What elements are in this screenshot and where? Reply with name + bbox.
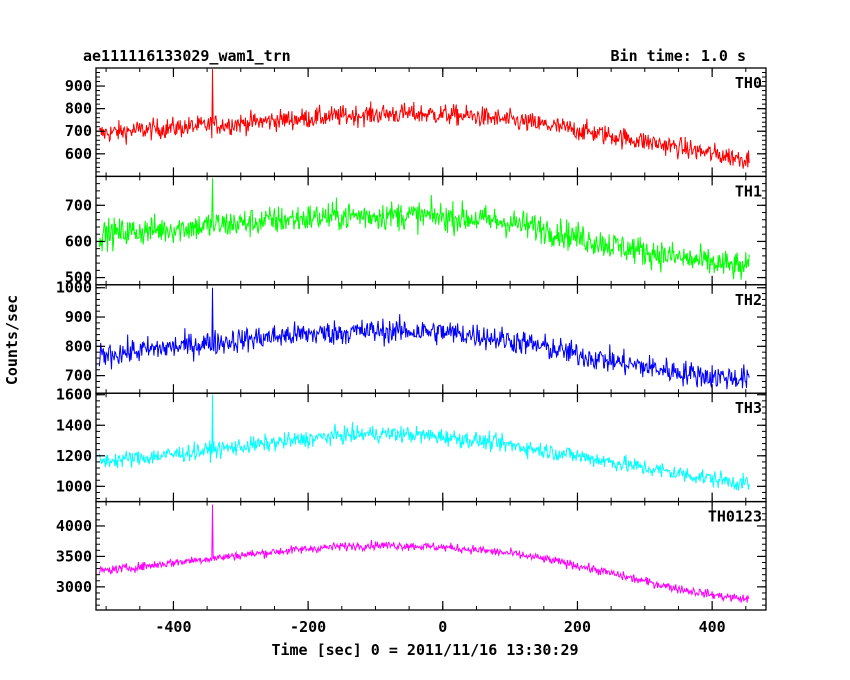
y-tick-label: 3500 [56,547,92,565]
panel-frame [95,392,767,503]
panel-label: TH1 [735,182,762,200]
y-tick-label: 700 [65,122,92,140]
y-tick-label: 4000 [56,517,92,535]
x-tick-label: 0 [438,618,447,636]
y-tick-label: 700 [65,367,92,385]
y-tick-label: 1400 [56,416,92,434]
panel-th0123: 3000 3500 4000 TH0123 [56,500,767,611]
panel-frame [95,500,767,611]
y-tick-label: 800 [65,337,92,355]
trace-th3 [98,394,750,491]
y-tick-label: 500 [65,269,92,287]
bin-time-label: Bin time: 1.0 s [611,47,746,65]
panel-frame [95,67,767,178]
trace-th0123 [98,504,750,603]
y-tick-label: 3000 [56,578,92,596]
x-tick-label: 400 [699,618,726,636]
y-tick-label: 800 [65,100,92,118]
panel-frame [95,284,767,394]
panel-label: TH2 [735,291,762,309]
y-tick-label: 1000 [56,279,92,297]
y-tick-label: 700 [65,196,92,214]
panel-th2: 700 800 900 1000 TH2 [56,279,767,394]
trace-th1 [98,178,750,280]
y-tick-label: 1600 [56,386,92,404]
panel-label: TH3 [735,399,762,417]
x-tick-label: -400 [155,618,191,636]
panel-th0: 600 700 800 900 TH0 [65,67,767,178]
y-tick-label: 600 [65,232,92,250]
panel-th1: 500 600 700 TH1 [65,175,767,287]
panels-group: 600 700 800 900 TH0 500 600 700 TH1 700 800 900 1000… [56,67,767,611]
x-axis-label: Time [sec] 0 = 2011/11/16 13:30:29 [271,641,578,659]
x-axis: -400 -200 0 200 400 [155,618,725,636]
trace-th0 [98,69,750,169]
panel-label: TH0123 [708,508,762,526]
trace-th2 [98,287,750,390]
panel-th3: 1000 1200 1400 1600 TH3 [56,386,767,503]
x-tick-label: -200 [290,618,326,636]
y-tick-label: 900 [65,77,92,95]
y-tick-label: 600 [65,145,92,163]
panel-label: TH0 [735,74,762,92]
y-tick-label: 1000 [56,477,92,495]
y-tick-label: 900 [65,308,92,326]
y-axis-label: Counts/sec [3,295,21,385]
x-tick-label: 200 [564,618,591,636]
y-tick-label: 1200 [56,447,92,465]
plot-title: ae111116133029_wam1_trn [83,47,291,65]
